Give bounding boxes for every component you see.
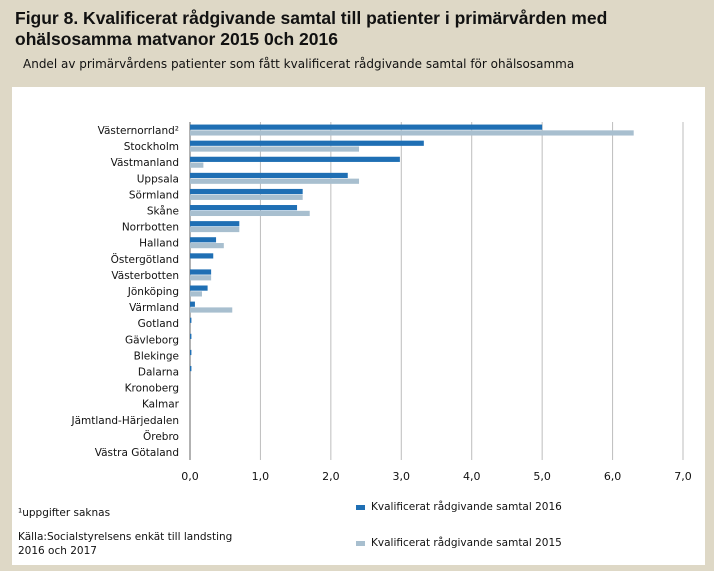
x-tick-label: 4,0 bbox=[463, 470, 481, 483]
legend-swatch-2016 bbox=[356, 504, 365, 510]
chart-panel: 0,0 1,0 2,0 3,0 4,0 5,0 6,0 7,0 Västernorrland² S… bbox=[12, 87, 705, 565]
category-label: Kalmar bbox=[142, 399, 180, 411]
category-label: Gävleborg bbox=[125, 334, 179, 346]
bar-2015 bbox=[190, 194, 303, 200]
bar-2015 bbox=[190, 307, 233, 313]
bar-2016 bbox=[190, 237, 217, 243]
category-label: Västerbotten bbox=[111, 270, 179, 282]
category-label: Dalarna bbox=[138, 366, 179, 378]
bar-2016 bbox=[190, 221, 240, 227]
category-label: Skåne bbox=[147, 205, 179, 218]
footnote: ¹uppgifter saknas bbox=[18, 507, 111, 519]
category-label: Kronoberg bbox=[125, 383, 179, 395]
legend-swatch-2015 bbox=[356, 540, 365, 546]
bar-2016 bbox=[190, 172, 348, 179]
category-label: Jönköping bbox=[127, 286, 179, 298]
x-tick-label: 5,0 bbox=[533, 470, 551, 483]
category-label: Stockholm bbox=[124, 141, 179, 153]
legend-label-2015: Kvalificerat rådgivande samtal 2015 bbox=[371, 537, 562, 549]
x-tick-label: 0,0 bbox=[181, 470, 199, 483]
x-tick-label: 3,0 bbox=[393, 470, 411, 483]
bar-2015 bbox=[190, 291, 202, 297]
category-label: Västmanland bbox=[111, 157, 179, 169]
x-tick-label: 6,0 bbox=[604, 470, 622, 483]
bar-2016 bbox=[190, 317, 192, 323]
bar-2016 bbox=[190, 140, 424, 146]
legend-item-2016: Kvalificerat rådgivande samtal 2016 bbox=[356, 501, 562, 513]
source-note: Källa:Socialstyrelsens enkät till landst… bbox=[18, 531, 233, 557]
bar-chart: 0,0 1,0 2,0 3,0 4,0 5,0 6,0 7,0 Västernorrland² S… bbox=[71, 122, 692, 483]
bar-2015 bbox=[190, 162, 204, 168]
category-label: Uppsala bbox=[137, 173, 179, 185]
x-tick-label: 7,0 bbox=[674, 470, 692, 483]
category-label: Västernorrland² bbox=[98, 125, 179, 137]
category-label: Gotland bbox=[138, 318, 179, 330]
bar-2016 bbox=[190, 124, 543, 130]
legend-label-2016: Kvalificerat rådgivande samtal 2016 bbox=[371, 501, 562, 513]
category-label: Halland bbox=[139, 238, 179, 250]
bar-2016 bbox=[190, 365, 192, 372]
category-label: Jämtland-Härjedalen bbox=[71, 415, 180, 427]
chart-title: Figur 8. Kvalificerat rådgivande samtal … bbox=[15, 8, 608, 49]
bar-2016 bbox=[190, 253, 214, 259]
bar-2016 bbox=[190, 301, 195, 307]
bar-2015 bbox=[190, 210, 310, 217]
x-tick-label: 2,0 bbox=[322, 470, 340, 483]
category-label: Blekinge bbox=[134, 350, 179, 362]
bar-2016 bbox=[190, 188, 303, 195]
bar-2015 bbox=[190, 275, 212, 281]
chart-subtitle: Andel av primärvårdens patienter som fåt… bbox=[23, 57, 575, 71]
bar-2015 bbox=[190, 226, 240, 233]
bar-2016 bbox=[190, 285, 208, 291]
bar-2016 bbox=[190, 349, 192, 356]
bar-2015 bbox=[190, 146, 360, 152]
bar-2015 bbox=[190, 178, 360, 184]
legend-item-2015: Kvalificerat rådgivande samtal 2015 bbox=[356, 537, 562, 549]
bar-2015 bbox=[190, 243, 224, 249]
bar-2016 bbox=[190, 333, 192, 339]
category-label: Värmland bbox=[129, 302, 179, 314]
bar-2015 bbox=[190, 130, 634, 136]
bar-2016 bbox=[190, 156, 400, 162]
category-label: Västra Götaland bbox=[95, 447, 179, 459]
bar-2016 bbox=[190, 205, 298, 211]
bar-2016 bbox=[190, 269, 212, 275]
category-label: Östergötland bbox=[111, 253, 179, 266]
x-tick-label: 1,0 bbox=[252, 470, 270, 483]
category-label: Örebro bbox=[143, 430, 179, 443]
category-label: Sörmland bbox=[129, 189, 179, 201]
category-label: Norrbotten bbox=[122, 222, 179, 234]
